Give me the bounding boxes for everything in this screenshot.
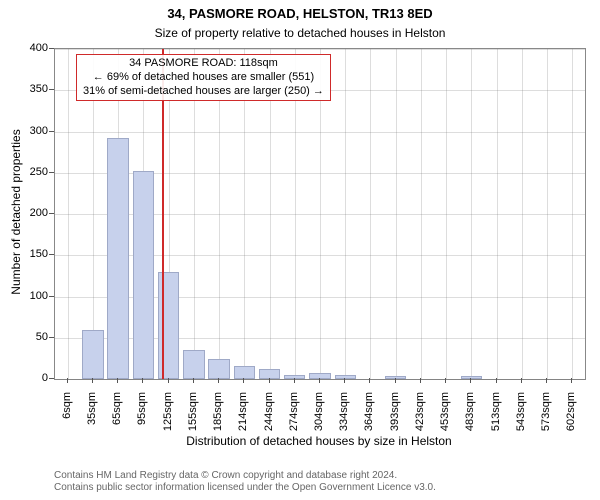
x-tick-label: 214sqm (237, 392, 249, 440)
x-tick-label: 573sqm (540, 392, 552, 440)
x-tick-label: 95sqm (136, 392, 148, 440)
footer-line-1: Contains HM Land Registry data © Crown c… (54, 470, 436, 482)
x-tick-label: 304sqm (313, 392, 325, 440)
footer-line-2: Contains public sector information licen… (54, 482, 436, 494)
histogram-bar (82, 330, 103, 380)
y-tick-label: 150 (12, 248, 48, 260)
histogram-bar (208, 359, 229, 379)
histogram-bar (183, 350, 204, 379)
chart-subtitle: Size of property relative to detached ho… (0, 26, 600, 40)
x-tick-label: 6sqm (61, 392, 73, 440)
x-tick-label: 393sqm (389, 392, 401, 440)
chart-container: { "title": "34, PASMORE ROAD, HELSTON, T… (0, 0, 600, 500)
x-tick-label: 364sqm (363, 392, 375, 440)
histogram-bar (284, 375, 305, 379)
histogram-bar (385, 376, 406, 379)
x-tick-label: 334sqm (338, 392, 350, 440)
x-tick-label: 423sqm (414, 392, 426, 440)
x-tick-label: 155sqm (187, 392, 199, 440)
y-tick-label: 50 (12, 331, 48, 343)
histogram-bar (158, 272, 179, 379)
y-tick-label: 400 (12, 42, 48, 54)
histogram-bar (107, 138, 128, 379)
x-tick-label: 65sqm (111, 392, 123, 440)
callout-line-3: 31% of semi-detached houses are larger (… (83, 85, 324, 99)
histogram-bar (259, 369, 280, 379)
y-tick-label: 0 (12, 372, 48, 384)
x-tick-label: 274sqm (288, 392, 300, 440)
x-tick-label: 513sqm (490, 392, 502, 440)
x-tick-label: 185sqm (212, 392, 224, 440)
x-tick-label: 244sqm (263, 392, 275, 440)
histogram-bar (133, 171, 154, 379)
x-tick-label: 125sqm (162, 392, 174, 440)
x-tick-label: 602sqm (565, 392, 577, 440)
marker-callout: 34 PASMORE ROAD: 118sqm ← 69% of detache… (76, 54, 331, 101)
y-tick-label: 250 (12, 166, 48, 178)
y-tick-label: 300 (12, 125, 48, 137)
y-tick-label: 200 (12, 207, 48, 219)
x-tick-label: 35sqm (86, 392, 98, 440)
chart-title: 34, PASMORE ROAD, HELSTON, TR13 8ED (0, 6, 600, 21)
x-tick-label: 483sqm (464, 392, 476, 440)
y-tick-label: 100 (12, 290, 48, 302)
y-tick-label: 350 (12, 83, 48, 95)
callout-line-1: 34 PASMORE ROAD: 118sqm (83, 57, 324, 71)
callout-line-2: ← 69% of detached houses are smaller (55… (83, 71, 324, 85)
x-tick-label: 543sqm (515, 392, 527, 440)
chart-footer: Contains HM Land Registry data © Crown c… (54, 470, 436, 494)
x-tick-label: 453sqm (439, 392, 451, 440)
